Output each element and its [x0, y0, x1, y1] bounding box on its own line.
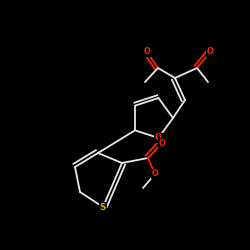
Text: O: O	[159, 138, 166, 147]
Text: O: O	[155, 134, 162, 142]
Text: S: S	[100, 202, 106, 211]
Text: O: O	[152, 170, 158, 178]
Text: O: O	[206, 48, 214, 56]
Text: O: O	[144, 48, 150, 56]
